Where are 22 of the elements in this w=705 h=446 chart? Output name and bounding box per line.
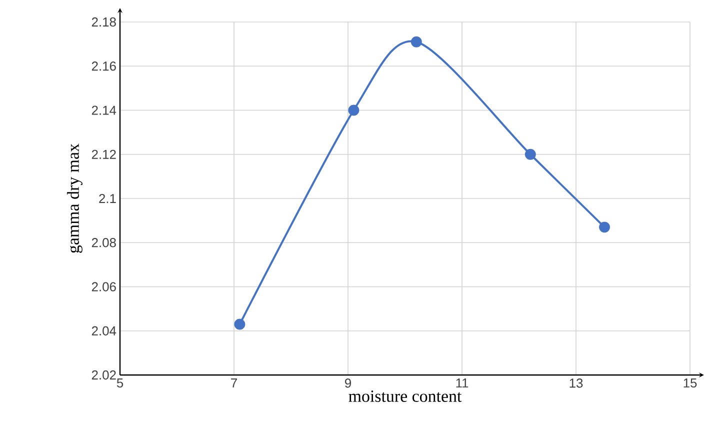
- y-tick-label: 2.08: [92, 238, 116, 248]
- point: [524, 148, 536, 160]
- y-tick-label: 2.12: [92, 150, 116, 159]
- y-tick-label: 2.04: [92, 326, 116, 336]
- y-tick-label: 2.02: [92, 370, 116, 380]
- y-tick-label: 2.1: [99, 194, 116, 204]
- y-tick-label: 2.06: [92, 282, 116, 292]
- x-tick-label: 13: [570, 378, 583, 388]
- x-tick-label: 5: [116, 378, 124, 388]
- point: [599, 222, 610, 233]
- y-tick-label: 2.18: [92, 17, 116, 27]
- x-tick-label: 11: [456, 378, 468, 388]
- point: [234, 318, 246, 330]
- point: [410, 36, 422, 48]
- point: [348, 104, 360, 116]
- x-tick-label: 15: [684, 378, 697, 388]
- x-tick-label: 7: [231, 378, 237, 388]
- x-tick-label: 9: [345, 378, 351, 388]
- y-tick-label: 2.14: [92, 106, 116, 115]
- y-axis-title: gamma dry max: [67, 144, 82, 253]
- x-axis-title: moisture content: [348, 390, 462, 402]
- y-tick-label: 2.16: [92, 62, 116, 71]
